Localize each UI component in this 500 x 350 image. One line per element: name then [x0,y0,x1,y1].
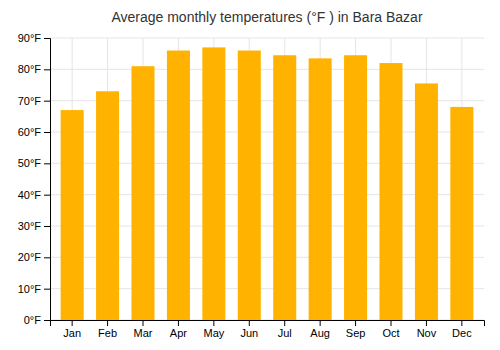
y-tick-label: 60°F [18,126,42,138]
y-tick: 70°F [18,95,50,107]
y-tick: 80°F [18,63,50,75]
y-tick-mark [44,38,50,39]
chart-container: Jan Feb Mar Apr May Jun Jul Aug Sep Oct Nov Dec 0°F 1… [0,0,500,350]
bar [96,91,119,320]
y-tick-mark [44,132,50,133]
x-tick: May [203,320,224,339]
x-tick-label: Aug [310,327,330,339]
x-tick-label: Jun [240,327,258,339]
x-tick-mark [461,320,462,326]
y-grid-line [50,69,484,70]
x-tick: Apr [170,320,187,339]
bar [450,107,473,320]
y-tick: 60°F [18,126,50,138]
y-tick: 10°F [18,283,50,295]
x-tick: Feb [98,320,117,339]
bar [415,83,438,320]
y-axis: 0°F 10°F 20°F 30°F 40°F 50°F 60°F 70°F 80°F 90°F [18,32,51,326]
y-tick-label: 40°F [18,189,42,201]
y-tick-mark [44,257,50,258]
y-tick-label: 20°F [18,251,42,263]
x-tick: Sep [346,320,366,339]
bar [273,55,296,320]
bars [61,47,474,320]
bar [202,47,225,320]
x-tick-mark [178,320,179,326]
x-tick-mark [391,320,392,326]
y-tick-mark [44,195,50,196]
y-tick-label: 10°F [18,283,42,295]
x-tick-mark [107,320,108,326]
x-tick-label: May [203,327,224,339]
x-tick-label: Dec [452,327,472,339]
chart-svg: Jan Feb Mar Apr May Jun Jul Aug Sep Oct Nov Dec 0°F 1… [0,0,500,350]
x-tick: Aug [310,320,330,339]
y-tick: 50°F [18,157,50,169]
y-tick: 0°F [24,314,50,326]
y-tick-label: 30°F [18,220,42,232]
y-tick-label: 70°F [18,95,42,107]
bar [61,110,84,320]
y-tick-mark [44,163,50,164]
y-tick-mark [44,226,50,227]
bar [167,51,190,320]
x-tick-mark [320,320,321,326]
y-grid-line [50,38,484,39]
x-tick-label: Oct [382,327,399,339]
x-tick-mark [284,320,285,326]
x-tick-label: Feb [98,327,117,339]
bar [344,55,367,320]
x-tick-mark [355,320,356,326]
y-tick-mark [44,320,50,321]
grid [50,38,484,320]
y-tick: 40°F [18,189,50,201]
x-axis: Jan Feb Mar Apr May Jun Jul Aug Sep Oct Nov Dec [51,320,485,339]
x-tick-mark [213,320,214,326]
x-tick: Jun [240,320,258,339]
x-tick-label: Sep [346,327,366,339]
x-tick-label: Jul [278,327,292,339]
x-tick-mark [72,320,73,326]
y-axis-line [44,39,51,321]
x-tick-label: Apr [170,327,187,339]
y-tick-label: 90°F [18,32,42,44]
x-tick: Dec [452,320,472,339]
x-tick: Jan [63,320,81,339]
bar [238,51,261,320]
title: Average monthly temperatures (°F ) in Ba… [111,9,422,25]
y-tick-mark [44,69,50,70]
bar [131,66,154,320]
x-tick: Oct [382,320,399,339]
x-tick-mark [143,320,144,326]
y-tick-mark [44,289,50,290]
x-tick: Nov [417,320,437,339]
x-tick-label: Jan [63,327,81,339]
y-tick: 30°F [18,220,50,232]
x-tick-label: Nov [417,327,437,339]
y-tick: 90°F [18,32,50,44]
x-tick-mark [249,320,250,326]
y-tick-label: 80°F [18,63,42,75]
x-tick-mark [426,320,427,326]
y-tick-label: 0°F [24,314,42,326]
x-tick: Mar [134,320,153,339]
x-axis-line [51,321,485,327]
y-tick-mark [44,101,50,102]
y-tick-label: 50°F [18,157,42,169]
bar [379,63,402,320]
y-tick: 20°F [18,251,50,263]
x-tick: Jul [278,320,292,339]
bar [309,58,332,320]
x-tick-label: Mar [134,327,153,339]
